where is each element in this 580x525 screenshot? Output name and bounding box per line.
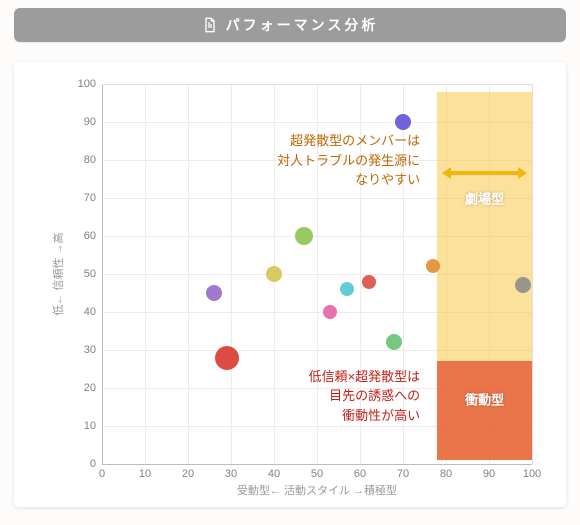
scatter-plot: 劇場型衝動型0102030405060708090100010203040506… [102,84,532,464]
data-point[interactable] [515,277,531,293]
annotation-1: 低信頼×超発散型は目先の誘惑への衝動性が高い [309,366,421,425]
x-tick-label: 20 [182,468,194,480]
x-tick-label: 40 [268,468,280,480]
data-point[interactable] [386,334,402,350]
y-axis-title: 低← 信頼性 →高 [50,232,66,315]
x-axis-line [102,464,532,465]
page-root: パフォーマンス分析 劇場型衝動型010203040506070809010001… [0,0,580,525]
y-tick-label: 0 [90,458,102,470]
header-bar: パフォーマンス分析 [14,8,566,42]
top-border [102,84,532,85]
x-tick-label: 50 [311,468,323,480]
x-tick-label: 90 [483,468,495,480]
y-tick-label: 40 [84,306,102,318]
data-point[interactable] [266,266,282,282]
x-tick-label: 80 [440,468,452,480]
y-tick-label: 80 [84,154,102,166]
data-point[interactable] [206,285,222,301]
y-tick-label: 100 [78,78,102,90]
region-label-1: 衝動型 [465,390,504,409]
right-border [532,84,533,464]
annotation-0: 超発散型のメンバーは対人トラブルの発生源になりやすい [277,131,420,190]
x-tick-label: 10 [139,468,151,480]
data-point[interactable] [426,259,440,273]
x-axis-title: 受動型← 活動スタイル →積極型 [237,482,397,498]
data-point[interactable] [215,346,239,370]
data-point[interactable] [295,227,313,245]
header-title: パフォーマンス分析 [226,15,379,35]
data-point[interactable] [362,275,376,289]
y-tick-label: 20 [84,382,102,394]
document-icon [202,17,218,33]
x-tick-label: 70 [397,468,409,480]
region-1 [437,361,532,460]
data-point[interactable] [340,282,354,296]
x-tick-label: 60 [354,468,366,480]
y-tick-label: 60 [84,230,102,242]
y-tick-label: 50 [84,268,102,280]
region-arrow-0 [450,171,519,175]
y-tick-label: 30 [84,344,102,356]
data-point[interactable] [395,114,411,130]
region-label-0: 劇場型 [465,189,504,208]
x-tick-label: 30 [225,468,237,480]
y-tick-label: 10 [84,420,102,432]
x-tick-label: 100 [523,468,541,480]
y-tick-label: 90 [84,116,102,128]
chart-card: 劇場型衝動型0102030405060708090100010203040506… [14,62,566,507]
data-point[interactable] [323,305,337,319]
y-axis-line [102,84,103,464]
y-tick-label: 70 [84,192,102,204]
